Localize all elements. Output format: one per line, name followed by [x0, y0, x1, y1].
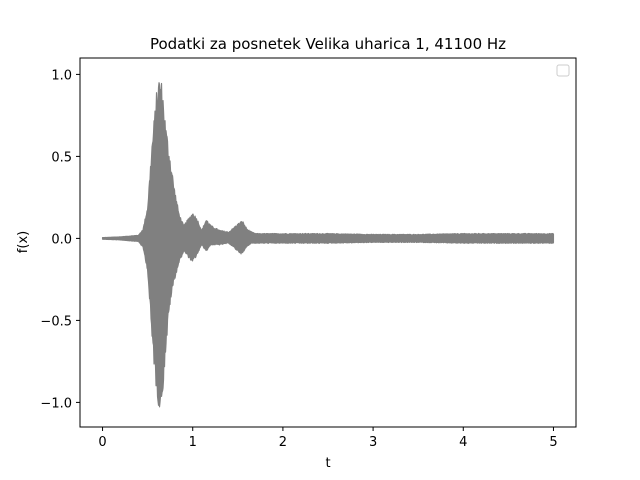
y-tick-label: −0.5 — [40, 314, 72, 329]
x-tick-label: 0 — [98, 435, 106, 450]
chart-title: Podatki za posnetek Velika uharica 1, 41… — [150, 35, 506, 53]
waveform-series — [101, 82, 555, 408]
series-layer — [101, 82, 555, 408]
y-tick-label: 0.0 — [51, 232, 72, 247]
y-tick-label: 1.0 — [51, 68, 72, 83]
x-tick-label: 3 — [369, 435, 377, 450]
x-axis: 0 1 2 3 4 5 — [98, 427, 558, 450]
y-axis: −1.0 −0.5 0.0 0.5 1.0 — [40, 68, 80, 411]
x-tick-label: 4 — [459, 435, 467, 450]
y-tick-label: 0.5 — [51, 150, 72, 165]
x-tick-label: 5 — [549, 435, 557, 450]
x-tick-label: 2 — [279, 435, 287, 450]
x-axis-label: t — [325, 456, 330, 471]
x-tick-label: 1 — [189, 435, 197, 450]
plot-frame — [79, 57, 577, 428]
plot-area — [101, 82, 555, 408]
y-axis-label: f(x) — [16, 231, 31, 253]
y-tick-label: −1.0 — [40, 396, 72, 411]
legend-box — [556, 64, 570, 77]
